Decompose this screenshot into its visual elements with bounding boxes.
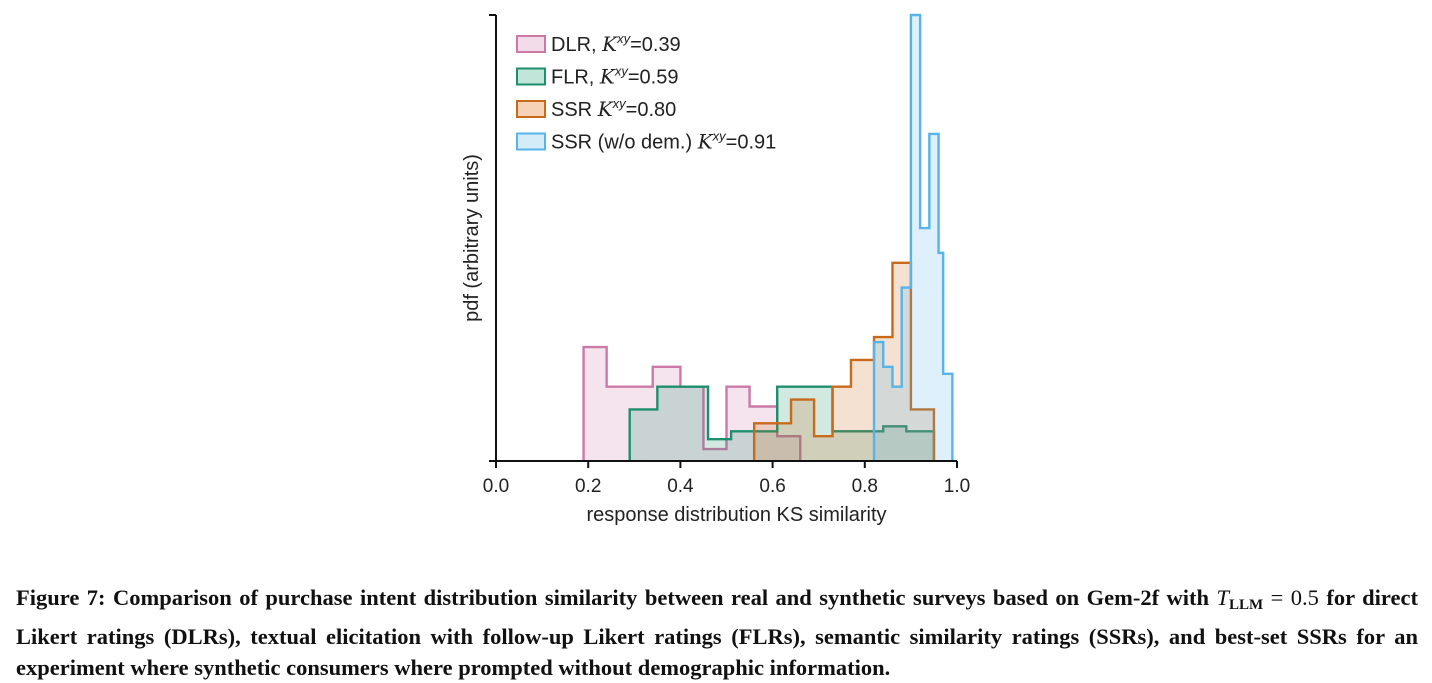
- legend-k-value: =0.80: [626, 99, 677, 121]
- axes: 0.0 0.2 0.4 0.6 0.8 1.0 response distribution …: [461, 14, 970, 526]
- legend-label: FLR, Kxy=0.59: [551, 64, 678, 89]
- histogram-bin: [902, 288, 911, 461]
- histogram-bin: [607, 387, 630, 461]
- y-axis-label: pdf (arbitrary units): [461, 154, 483, 322]
- histogram-bin: [851, 360, 874, 461]
- legend-name: DLR,: [551, 34, 602, 56]
- caption-t-subscript: LLM: [1229, 597, 1264, 613]
- legend-entry: SSR Kxy=0.80: [516, 96, 676, 121]
- caption-t-value: = 0.5: [1263, 585, 1319, 610]
- legend-kappa: K: [697, 130, 714, 154]
- legend-swatch: [516, 132, 546, 151]
- legend-kappa-sup: xy: [712, 129, 728, 144]
- series-fill: [874, 15, 953, 461]
- histogram-bin: [773, 423, 791, 461]
- legend-kappa: K: [599, 65, 616, 89]
- legend-k-value: =0.39: [630, 34, 681, 56]
- legend-k-value: =0.59: [628, 67, 679, 89]
- legend-label: SSR Kxy=0.80: [551, 96, 676, 121]
- legend-name: FLR,: [551, 67, 600, 89]
- figure-caption: Figure 7: Comparison of purchase intent …: [16, 582, 1418, 683]
- x-tick-label: 0.2: [575, 476, 601, 497]
- series-fill: [754, 262, 934, 461]
- legend-swatch: [516, 35, 546, 53]
- histogram-bin: [911, 15, 920, 461]
- histogram-bin: [814, 436, 832, 461]
- histogram-bin: [892, 387, 901, 461]
- x-tick-label: 0.0: [483, 476, 509, 497]
- histogram-bin: [920, 228, 929, 461]
- legend-kappa-sup: xy: [612, 96, 628, 111]
- legend-kappa-sup: xy: [616, 31, 632, 46]
- legend-kappa: K: [601, 32, 618, 56]
- series-layer: [582, 13, 954, 461]
- histogram-bin: [791, 400, 814, 461]
- histogram-bin: [943, 374, 952, 461]
- histogram-bin: [874, 342, 883, 461]
- histogram-bin: [630, 409, 658, 461]
- x-tick-label: 0.4: [667, 476, 694, 497]
- legend-kappa-sup: xy: [614, 64, 630, 79]
- legend-entry: FLR, Kxy=0.59: [516, 64, 678, 89]
- legend-kappa: K: [597, 97, 614, 121]
- histogram-bin: [833, 387, 851, 461]
- histogram-bin: [708, 439, 731, 461]
- legend-entry: DLR, Kxy=0.39: [516, 31, 681, 56]
- histogram-bin: [939, 253, 944, 461]
- histogram-chart: 0.0 0.2 0.4 0.6 0.8 1.0 response distribution …: [461, 13, 970, 526]
- histogram-bin: [584, 347, 607, 461]
- histogram-bin: [883, 367, 892, 461]
- legend-entry: SSR (w/o dem.) Kxy=0.91: [516, 129, 776, 154]
- legend-label: DLR, Kxy=0.39: [551, 31, 681, 56]
- histogram-bin: [731, 431, 754, 461]
- histogram-bin: [754, 423, 772, 461]
- x-axis-label: response distribution KS similarity: [586, 504, 886, 526]
- x-tick-label: 1.0: [944, 476, 970, 497]
- legend-name: SSR (w/o dem.): [551, 132, 698, 154]
- caption-t-symbol: T: [1216, 585, 1230, 610]
- histogram-bin: [929, 134, 938, 461]
- caption-rest: for direct Likert ratings (DLRs), textua…: [16, 585, 1418, 680]
- x-tick-label: 0.6: [759, 476, 785, 497]
- legend-swatch: [516, 67, 546, 86]
- legend-swatch: [516, 100, 546, 118]
- series-outline: [628, 385, 936, 461]
- series-fill: [583, 347, 801, 461]
- legend-name: SSR: [551, 99, 598, 121]
- histogram-bin: [657, 387, 680, 461]
- series-ssr-w-o-dem: [872, 13, 954, 461]
- caption-lead: Figure 7: Comparison of purchase intent …: [16, 585, 1217, 610]
- x-tick-label: 0.8: [852, 476, 878, 497]
- histogram-bin: [680, 387, 708, 461]
- legend-label: SSR (w/o dem.) Kxy=0.91: [551, 129, 776, 154]
- series-outline: [872, 13, 954, 461]
- legend-k-value: =0.91: [726, 132, 777, 154]
